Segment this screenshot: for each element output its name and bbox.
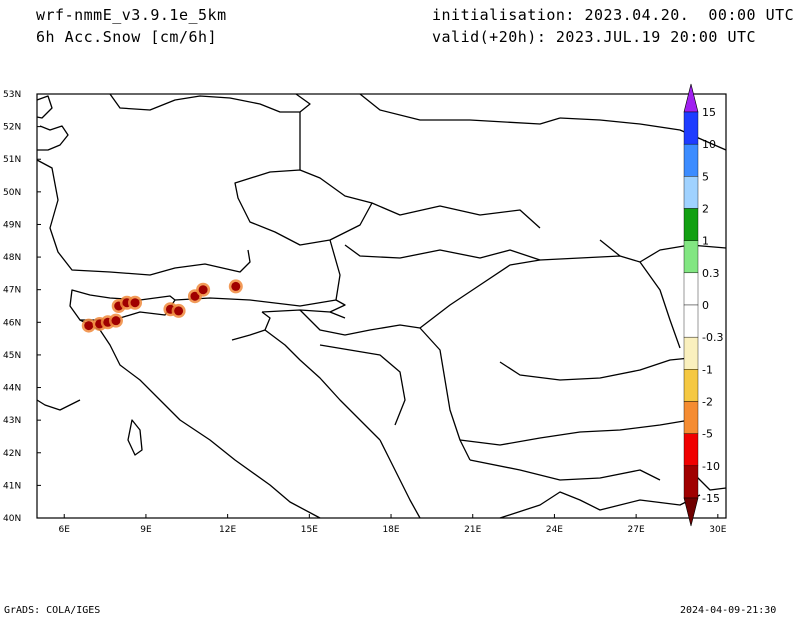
snow-cell [130,298,140,308]
lat-tick-label: 50N [3,188,21,198]
lon-tick-label: 18E [382,525,399,535]
init-time: initialisation: 2023.04.20. 00:00 UTC [432,6,795,24]
colorbar-label: 2 [702,203,709,216]
colorbar-label: -15 [702,492,720,505]
snow-cell [84,321,94,331]
colorbar-box [683,401,699,434]
valid-time: valid(+20h): 2023.JUL.19 20:00 UTC [432,28,757,46]
colorbar-label: -10 [702,460,720,473]
snow-cell [190,291,200,301]
colorbar-label: 0.3 [702,267,720,280]
lat-tick-label: 51N [3,155,21,165]
colorbar-label: -2 [702,396,713,409]
colorbar-box [683,433,699,467]
colorbar-box [683,369,699,402]
colorbar-box [683,208,699,241]
colorbar-box [683,465,699,499]
map-frame [36,93,727,519]
colorbar-box [683,272,699,306]
colorbar-box [683,240,699,274]
lat-tick-label: 44N [3,384,21,394]
colorbar-label: -5 [702,428,713,441]
lat-tick-label: 52N [3,123,21,133]
colorbar-label: 0 [702,299,709,312]
lon-tick-label: 12E [219,525,236,535]
lon-tick-label: 6E [59,525,71,535]
lat-tick-label: 53N [3,90,21,100]
lat-tick-label: 45N [3,351,21,361]
country-borders [36,93,727,519]
lat-tick-labels: 53N 52N 51N 50N 49N 48N 47N 46N 45N 44N 43N 42N 41N 4… [3,90,41,524]
grads-credit: GrADS: COLA/IGES [4,605,101,616]
colorbar-box [683,111,699,145]
lat-tick-label: 47N [3,286,21,296]
lon-tick-label: 24E [546,525,563,535]
field-title: 6h Acc.Snow [cm/6h] [36,28,218,46]
snow-cell [111,316,121,326]
lat-tick-label: 42N [3,449,21,459]
colorbar-box [683,336,699,370]
colorbar-label: 10 [702,138,716,151]
lon-tick-label: 21E [464,525,481,535]
lon-tick-labels: 6E 9E 12E 15E 18E 21E 24E 27E 30E [59,514,727,535]
colorbar: 15 10 5 2 1 0.3 0 -0.3 -1 -2 -5 -10 -15 [683,83,723,527]
colorbar-bottom-arrow [683,497,699,527]
lon-tick-label: 27E [628,525,645,535]
lon-tick-label: 9E [140,525,152,535]
snow-cells [81,279,243,333]
snow-cell [174,306,184,316]
footer-timestamp: 2024-04-09-21:30 [680,605,777,616]
colorbar-label: -0.3 [702,331,723,344]
snow-cell [231,281,241,291]
lat-tick-label: 40N [3,514,21,524]
snow-cell [198,285,208,295]
lon-tick-label: 15E [301,525,318,535]
colorbar-label: 15 [702,106,716,119]
colorbar-box [683,176,699,209]
colorbar-box [683,304,699,338]
colorbar-label: 5 [702,170,709,183]
lat-tick-label: 48N [3,253,21,263]
lat-tick-label: 43N [3,416,21,426]
lat-tick-label: 41N [3,481,21,491]
lat-tick-label: 49N [3,220,21,230]
model-title: wrf-nmmE_v3.9.1e_5km [36,6,227,24]
colorbar-label: 1 [702,235,709,248]
colorbar-box [683,143,699,177]
colorbar-label: -1 [702,363,713,376]
lon-tick-label: 30E [709,525,726,535]
lat-tick-label: 46N [3,318,21,328]
